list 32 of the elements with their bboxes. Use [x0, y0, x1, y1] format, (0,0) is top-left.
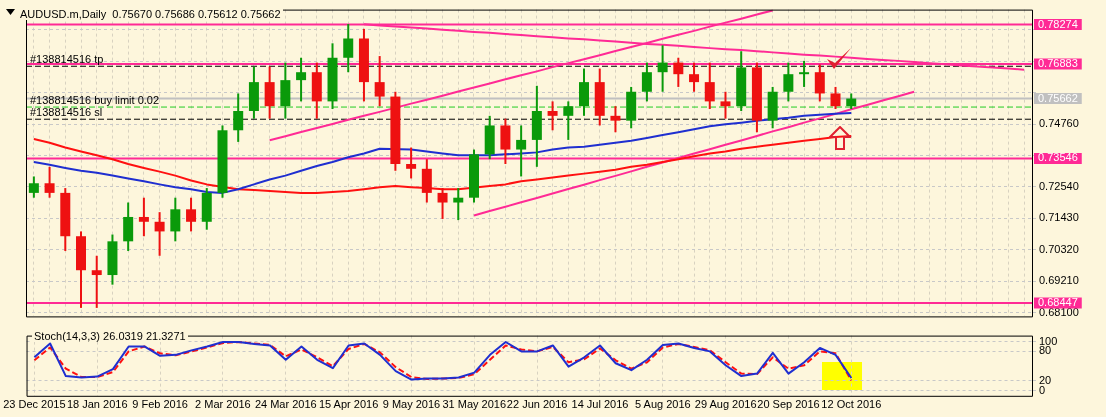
- y-tick-label: 0.69210: [1039, 274, 1079, 287]
- ref-line-label: 0.75662: [1038, 91, 1078, 104]
- x-tick-label: 9 May 2016: [382, 398, 441, 411]
- x-tick-label: 15 Apr 2016: [318, 398, 379, 411]
- x-tick-label: 2 Mar 2016: [195, 398, 251, 411]
- x-tick-label: 14 Jul 2016: [571, 398, 629, 411]
- x-tick-label: 5 Aug 2016: [634, 398, 691, 411]
- y-tick-label: 100: [1039, 334, 1058, 347]
- y-tick-label: 0.71430: [1039, 211, 1079, 224]
- x-tick-label: 18 Jan 2016: [66, 398, 128, 411]
- y-tick-label: 0.74760: [1039, 117, 1079, 130]
- x-tick-label: 9 Feb 2016: [132, 398, 188, 411]
- y-tick-label: 0.70320: [1039, 242, 1079, 255]
- x-tick-label: 31 May 2016: [442, 398, 507, 411]
- ref-line-label: #138814516 sl: [30, 105, 103, 118]
- chart-title: Stoch(14,3,3) 26.0319 21.3271: [32, 330, 188, 342]
- x-tick-label: 29 Aug 2016: [694, 398, 757, 411]
- ref-line-label: 0.76883: [1038, 56, 1078, 69]
- x-tick-label: 12 Oct 2016: [821, 398, 882, 411]
- ref-line-label: 0.68447: [1038, 295, 1078, 308]
- y-tick-label: 80: [1039, 344, 1052, 357]
- ref-line-label: #138814516 tp: [30, 52, 104, 65]
- ref-line-label: 0.73546: [1038, 151, 1078, 164]
- x-tick-label: 22 Jun 2016: [506, 398, 568, 411]
- ref-line-label: #138814516 buy limit 0.02: [30, 93, 160, 106]
- chart-title: AUDUSD.m,Daily 0.75670 0.75686 0.75612 0.75662: [18, 8, 283, 20]
- x-tick-label: 24 Mar 2016: [254, 398, 317, 411]
- x-tick-label: 20 Sep 2016: [757, 398, 820, 411]
- ref-line-label: 0.78274: [1038, 17, 1078, 30]
- y-tick-label: 0.72540: [1039, 179, 1079, 192]
- x-tick-label: 23 Dec 2015: [3, 398, 66, 411]
- y-tick-label: 0.68100: [1039, 305, 1079, 318]
